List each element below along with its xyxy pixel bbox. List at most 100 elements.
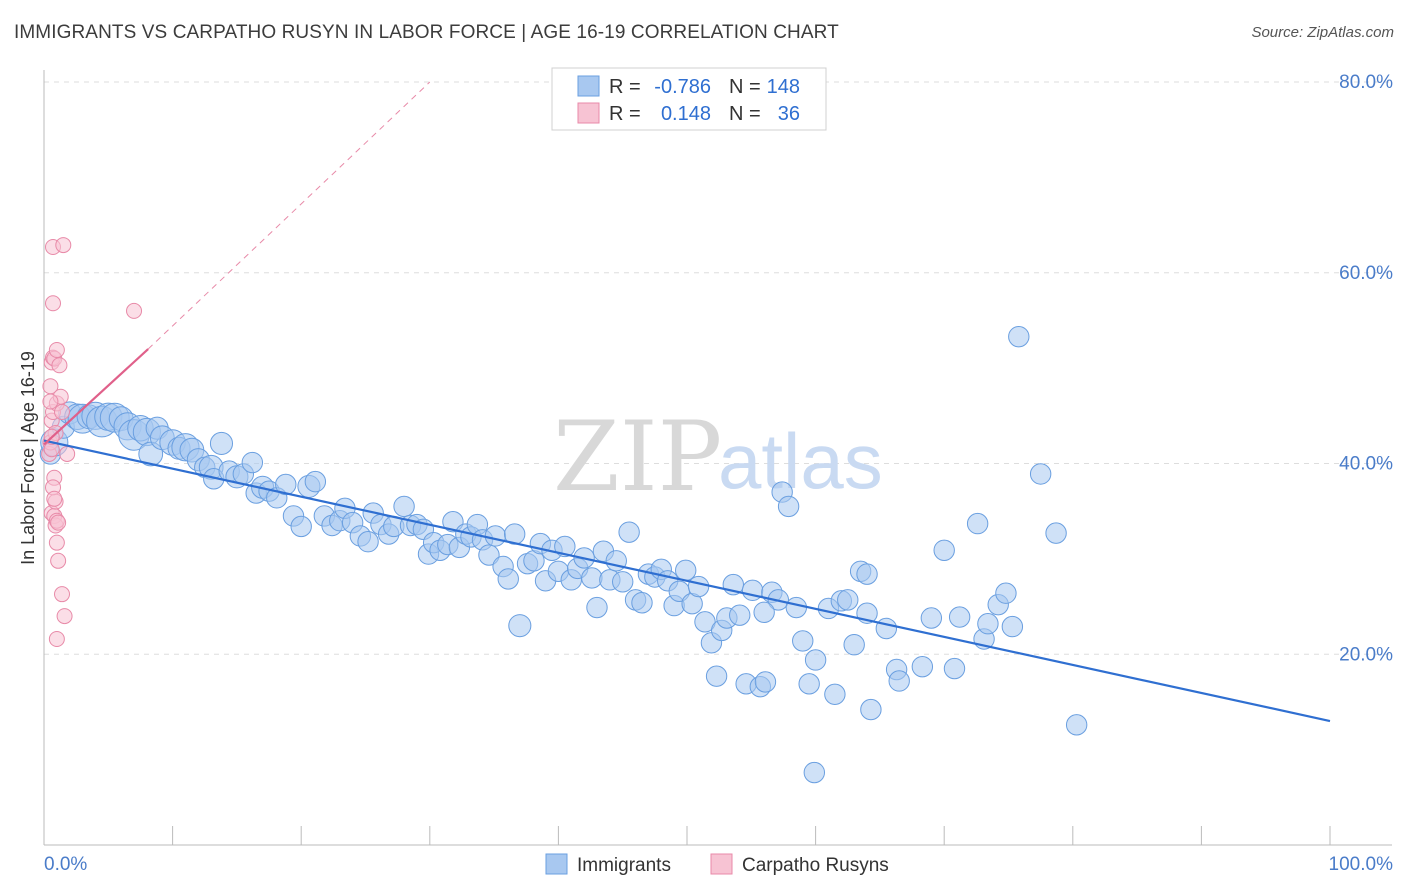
immigrants-point — [888, 670, 910, 692]
rusyn-point — [50, 514, 67, 531]
immigrants-point — [804, 649, 827, 671]
series-legend: Immigrants Carpatho Rusyns — [545, 853, 889, 876]
watermark-zip: ZIP — [553, 401, 722, 513]
immigrants-point — [484, 525, 507, 547]
immigrants-swatch — [577, 75, 600, 97]
immigrants-point — [393, 495, 415, 518]
rusyn-point — [48, 342, 65, 359]
immigrants-point — [798, 673, 820, 695]
rusyn-point — [46, 490, 63, 507]
rusyn-point — [51, 357, 68, 374]
rusyn-point — [126, 302, 143, 319]
x-tick-label-1: 100.0% — [1329, 854, 1394, 875]
immigrants-point — [933, 539, 955, 561]
immigrants-point — [554, 535, 576, 558]
rusyn-point — [50, 552, 67, 569]
immigrants-point — [875, 617, 898, 640]
watermark-atlas: atlas — [718, 417, 883, 505]
immigrants-point — [777, 495, 800, 518]
rusyn-points — [41, 237, 143, 647]
immigrants-point — [705, 665, 728, 687]
immigrants-point — [478, 544, 500, 566]
legend-n-label-2: N = — [729, 103, 761, 125]
immigrants-point — [1001, 615, 1024, 638]
trend-lines — [43, 81, 1331, 723]
legend-r-label-2: R = — [609, 103, 641, 125]
rusyn-trend-extension — [147, 81, 431, 350]
immigrants-point — [792, 630, 814, 652]
immigrants-point — [1029, 463, 1052, 485]
y-tick-label-3: 80.0% — [1339, 72, 1393, 93]
legend-immigrants-swatch — [545, 853, 568, 875]
immigrants-point — [694, 611, 716, 633]
immigrants-point — [209, 431, 234, 456]
legend-r-label-1: R = — [609, 76, 641, 98]
immigrants-point — [824, 683, 846, 706]
legend-r-value-2: 0.148 — [661, 103, 711, 125]
grid-lines — [44, 81, 1392, 655]
y-axis-label: In Labor Force | Age 16-19 — [18, 351, 38, 565]
immigrants-point — [1045, 522, 1067, 544]
source-label: Source: ZipAtlas.com — [1251, 24, 1394, 41]
legend-rusyn-label: Carpatho Rusyns — [742, 855, 889, 876]
immigrants-point — [675, 559, 697, 582]
immigrants-points — [39, 325, 1088, 784]
immigrants-point — [753, 601, 775, 623]
immigrants-point — [275, 473, 297, 496]
rusyn-point — [55, 237, 72, 254]
immigrants-point — [843, 634, 865, 656]
immigrants-point — [612, 571, 634, 593]
rusyn-trend-line — [43, 348, 149, 446]
immigrants-point — [920, 607, 943, 629]
rusyn-point — [59, 445, 76, 462]
immigrants-point — [977, 613, 999, 635]
immigrants-point — [290, 515, 312, 538]
immigrants-point — [995, 582, 1017, 604]
immigrants-point — [586, 596, 608, 619]
immigrants-point — [856, 563, 878, 585]
y-tick-label-0: 20.0% — [1339, 644, 1393, 665]
immigrants-point — [911, 655, 934, 678]
immigrants-point — [729, 604, 751, 626]
stats-legend: R = -0.786 N = 148 R = 0.148 N = 36 — [551, 67, 827, 131]
x-tick-label-0: 0.0% — [44, 854, 87, 875]
rusyn-point — [45, 295, 62, 312]
immigrants-point — [304, 470, 327, 493]
immigrants-point — [497, 568, 519, 590]
rusyn-point — [54, 403, 71, 420]
immigrants-point — [631, 592, 653, 614]
rusyn-point — [42, 393, 59, 410]
immigrants-point — [948, 606, 971, 628]
legend-n-value-2: 36 — [778, 103, 800, 125]
watermark: ZIP atlas — [553, 401, 883, 513]
immigrants-point — [966, 512, 989, 535]
immigrants-point — [687, 575, 710, 598]
rusyn-swatch — [577, 102, 600, 124]
immigrants-point — [754, 671, 777, 693]
immigrants-point — [1065, 714, 1088, 736]
x-tick-labels: 0.0% 100.0% — [44, 854, 1393, 875]
rusyn-point — [48, 630, 65, 647]
rusyn-point — [54, 586, 71, 603]
immigrants-point — [803, 761, 826, 784]
legend-immigrants-label: Immigrants — [577, 855, 671, 876]
y-tick-label-1: 40.0% — [1339, 454, 1393, 475]
immigrants-point — [581, 567, 603, 589]
immigrants-point — [943, 657, 966, 680]
chart-title: IMMIGRANTS VS CARPATHO RUSYN IN LABOR FO… — [14, 22, 839, 43]
legend-n-value-1: 148 — [767, 76, 800, 98]
immigrants-trend-line — [43, 439, 1331, 723]
rusyn-point — [56, 608, 73, 625]
immigrants-point — [508, 614, 532, 638]
y-tick-labels: 20.0% 40.0% 60.0% 80.0% — [1339, 72, 1393, 665]
immigrants-point — [1008, 325, 1030, 348]
immigrants-point — [357, 531, 379, 553]
legend-rusyn-swatch — [710, 853, 733, 875]
y-tick-label-2: 60.0% — [1339, 263, 1393, 284]
legend-n-label-1: N = — [729, 76, 761, 98]
legend-r-value-1: -0.786 — [654, 76, 711, 98]
immigrants-point — [241, 451, 264, 474]
immigrants-point — [860, 698, 882, 721]
immigrants-point — [837, 589, 859, 611]
